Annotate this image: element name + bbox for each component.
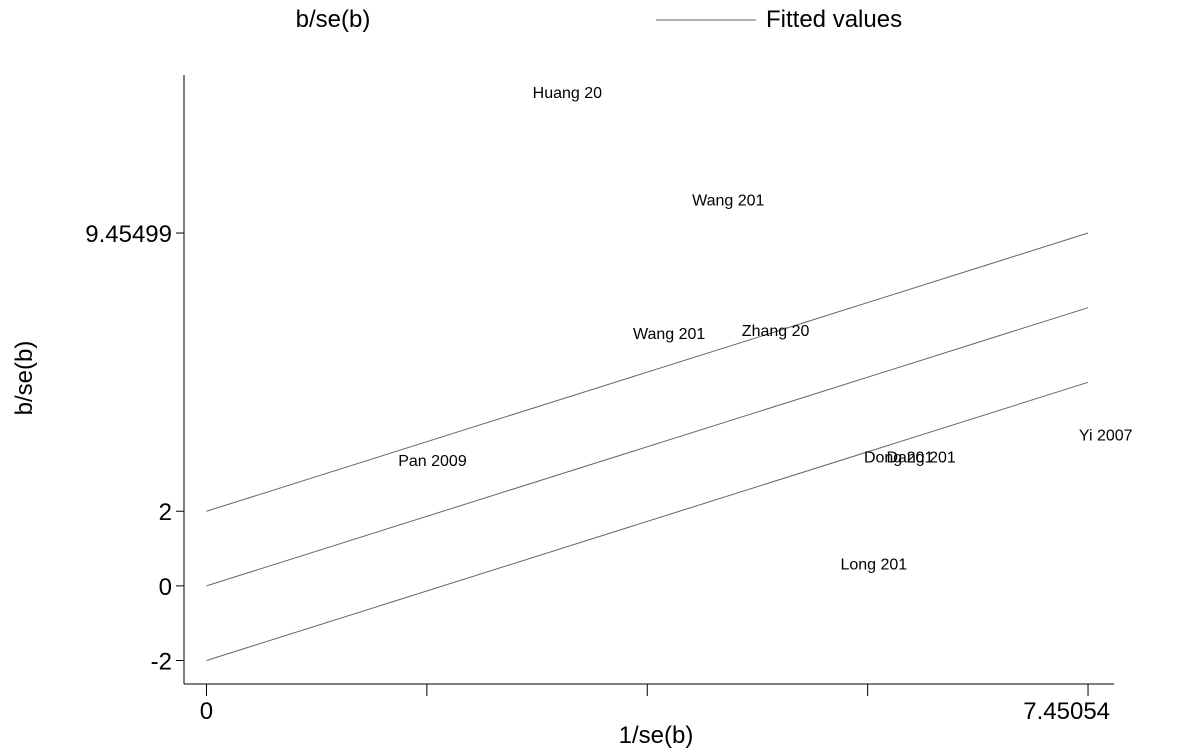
point-label: Zhang 20	[742, 323, 810, 340]
y-tick-label: 2	[159, 499, 172, 526]
point-label: Huang 20	[533, 85, 602, 102]
y-axis-label: b/se(b)	[11, 341, 38, 416]
fitted-line-0	[206, 232, 1089, 512]
y-tick-label: 9.45499	[85, 221, 172, 248]
x-axis-ticks: 0 7.45054	[200, 684, 1110, 725]
x-tick-label: 0	[200, 698, 213, 725]
y-axis-ticks: -2 0 2 9.45499	[85, 221, 184, 675]
scatter-points: Huang 20 Wang 201 Wang 201 Zhang 20 Pan 2009…	[398, 85, 1132, 573]
y-tick-label: -2	[151, 648, 172, 675]
point-label: Wang 201	[633, 326, 705, 343]
fitted-lines	[206, 232, 1089, 661]
legend: b/se(b) Fitted values	[296, 6, 902, 33]
legend-label-scatter: b/se(b)	[296, 6, 371, 33]
y-tick-label: 0	[159, 574, 172, 601]
point-label: Yi 2007	[1079, 427, 1133, 444]
legend-label-fitted: Fitted values	[766, 6, 902, 33]
x-tick-label: 7.45054	[1023, 698, 1110, 725]
fitted-line-2	[206, 381, 1089, 661]
point-label: Long 201	[840, 556, 907, 573]
point-label: Dong 201	[864, 450, 933, 467]
x-axis-label: 1/se(b)	[619, 722, 694, 749]
point-label: Wang 201	[692, 193, 764, 210]
point-label: Pan 2009	[398, 453, 467, 470]
fitted-line-1	[206, 307, 1089, 587]
point-label: Dang 201	[886, 450, 955, 467]
